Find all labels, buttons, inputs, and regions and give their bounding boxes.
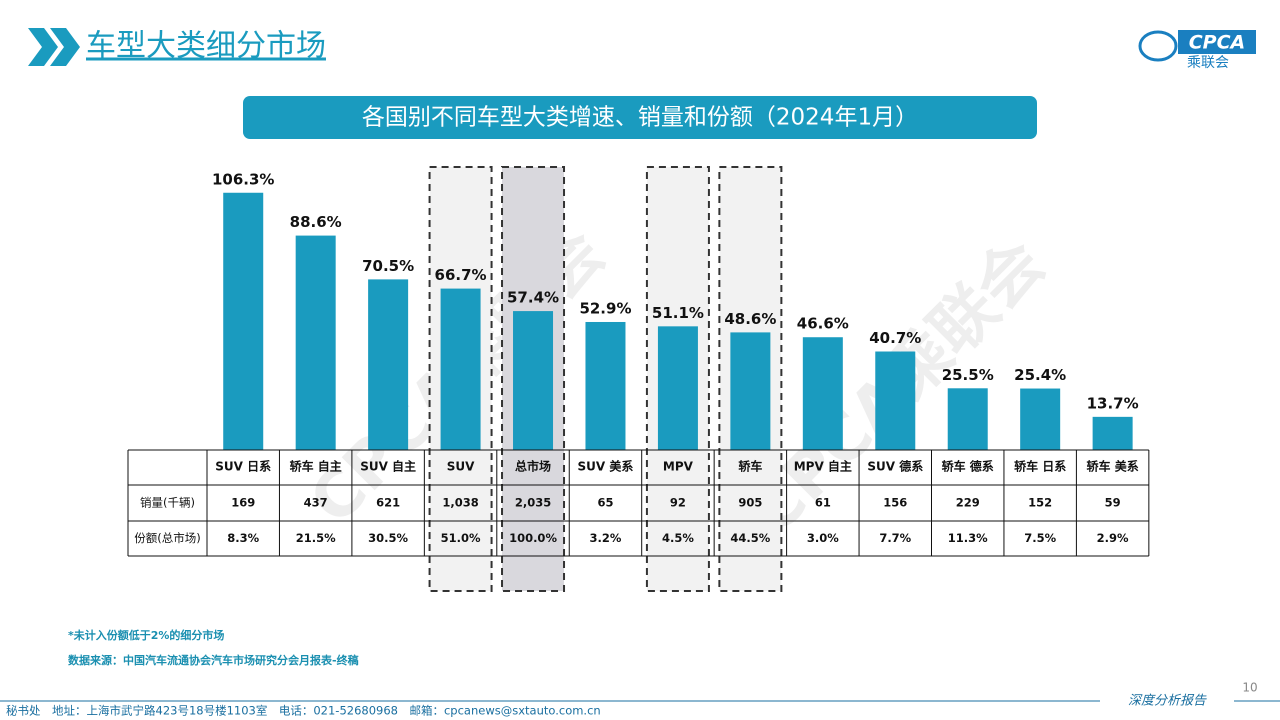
tagline: 深度分析报告 xyxy=(1128,694,1207,709)
value-label: 25.5% xyxy=(942,366,994,384)
category-label: MPV 自主 xyxy=(794,459,852,474)
value-label: 66.7% xyxy=(435,266,487,284)
category-label: 轿车 xyxy=(738,459,762,474)
chevron xyxy=(50,28,80,66)
table-cell: 3.0% xyxy=(807,531,839,545)
bar xyxy=(875,351,916,450)
logo-icon xyxy=(1138,30,1178,62)
value-label: 25.4% xyxy=(1014,366,1066,384)
bar xyxy=(657,326,698,450)
highlight-box xyxy=(645,166,710,592)
note: 数据来源：中国汽车流通协会汽车市场研究分会月报表-终稿 xyxy=(68,653,359,667)
value-label: 70.5% xyxy=(362,257,414,275)
table-cell: 100.0% xyxy=(509,531,557,545)
table-cell: 229 xyxy=(956,496,980,510)
table-cell: 7.7% xyxy=(879,531,911,545)
chevron xyxy=(28,28,58,66)
value-label: 46.6% xyxy=(797,315,849,333)
table-cell: 8.3% xyxy=(227,531,259,545)
row-label: 销量(千辆) xyxy=(140,496,195,510)
category-label: SUV 德系 xyxy=(867,459,923,474)
category-label: SUV xyxy=(447,460,475,474)
table-cell: 905 xyxy=(738,496,762,510)
value-label: 88.6% xyxy=(290,213,342,231)
note: *未计入份额低于2%的细分市场 xyxy=(68,628,224,642)
table-cell: 51.0% xyxy=(441,531,481,545)
table-cell: 7.5% xyxy=(1024,531,1056,545)
subtitle-box xyxy=(243,96,1037,139)
category-label: SUV 日系 xyxy=(215,459,271,474)
page-number: 10 xyxy=(1242,681,1257,695)
table-cell: 1,038 xyxy=(442,496,478,510)
chart-title: 各国别不同车型大类增速、销量和份额（2024年1月） xyxy=(362,105,918,131)
value-label: 51.1% xyxy=(652,304,704,322)
table-cell: 152 xyxy=(1028,496,1052,510)
table-cell: 21.5% xyxy=(296,531,336,545)
value-label: 48.6% xyxy=(724,310,776,328)
table-cell: 61 xyxy=(815,496,831,510)
bar xyxy=(440,288,481,450)
value-label: 57.4% xyxy=(507,289,559,307)
logo-sub: 乘联会 xyxy=(1187,55,1229,71)
page-title: 车型大类细分市场 xyxy=(86,29,326,64)
table-cell: 621 xyxy=(376,496,400,510)
category-label: SUV 自主 xyxy=(360,459,416,474)
table-cell: 4.5% xyxy=(662,531,694,545)
table-cell: 11.3% xyxy=(948,531,988,545)
bar xyxy=(1020,388,1061,450)
category-label: 轿车 日系 xyxy=(1014,459,1066,474)
table-cell: 92 xyxy=(670,496,686,510)
bar xyxy=(802,337,843,450)
category-label: 轿车 德系 xyxy=(942,459,994,474)
bar xyxy=(730,332,771,450)
bar xyxy=(513,311,554,450)
table-cell: 2,035 xyxy=(515,496,551,510)
address: 秘书处 地址：上海市武宁路423号18号楼1103室 电话：021-526809… xyxy=(6,704,601,718)
value-label: 13.7% xyxy=(1087,394,1139,412)
logo-box xyxy=(1178,30,1256,54)
table-cell: 169 xyxy=(231,496,255,510)
value-label: 40.7% xyxy=(869,329,921,347)
category-label: 轿车 美系 xyxy=(1087,459,1139,474)
table-cell: 2.9% xyxy=(1097,531,1129,545)
bar xyxy=(1092,416,1133,450)
table-cell: 30.5% xyxy=(368,531,408,545)
table-cell: 437 xyxy=(304,496,328,510)
bar xyxy=(585,321,626,450)
table-cell: 156 xyxy=(883,496,907,510)
highlight-box xyxy=(718,166,783,592)
bar xyxy=(368,279,409,450)
bar xyxy=(947,388,988,450)
category-label: SUV 美系 xyxy=(578,459,634,474)
logo-text: CPCA xyxy=(1189,32,1246,54)
value-label: 106.3% xyxy=(212,170,274,188)
table-cell: 65 xyxy=(597,496,613,510)
row-label: 份额(总市场) xyxy=(134,531,200,545)
bar xyxy=(223,192,264,450)
table-cell: 44.5% xyxy=(730,531,770,545)
plot: 106.3% SUV 日系 88.6% 轿车 自主 70.5% SUV 自主 66.7% SU… xyxy=(127,170,1150,557)
table-cell: 59 xyxy=(1105,496,1121,510)
bar xyxy=(295,235,336,450)
highlight-layer xyxy=(428,166,783,592)
table-cell: 3.2% xyxy=(590,531,622,545)
value-label: 52.9% xyxy=(579,299,631,317)
category-label: 轿车 自主 xyxy=(290,459,342,474)
category-label: 总市场 xyxy=(515,459,551,474)
category-label: MPV xyxy=(663,460,694,474)
